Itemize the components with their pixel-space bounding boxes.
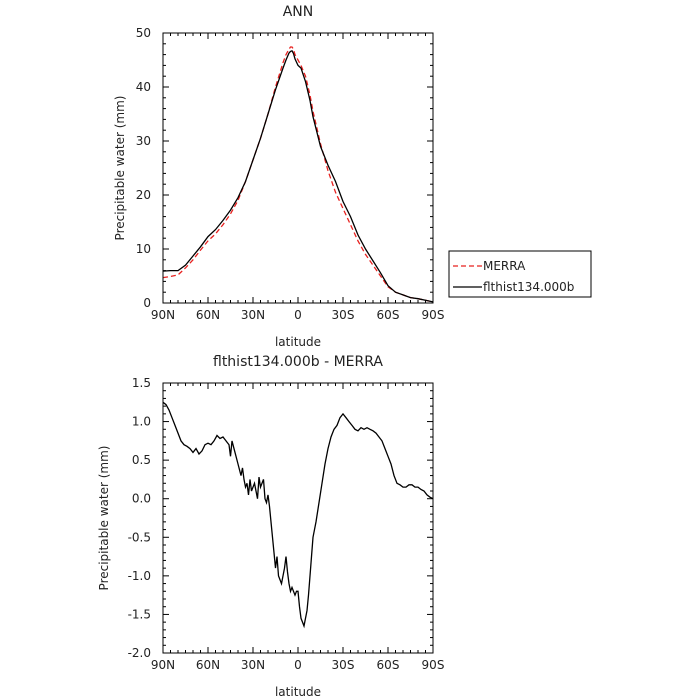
top-panel-xlabel: latitude <box>275 335 321 349</box>
bottom-panel-ylabel: Precipitable water (mm) <box>97 446 111 591</box>
series-line-0-1 <box>162 49 434 303</box>
y-tick-label: 1.5 <box>132 376 151 390</box>
x-tick-label: 90N <box>151 658 175 672</box>
y-tick-label: 50 <box>136 26 151 40</box>
y-tick-label: 0.0 <box>132 492 151 506</box>
legend-label-merra: MERRA <box>483 259 526 273</box>
x-tick-label: 60S <box>377 308 400 322</box>
series-line-0-0 <box>162 46 434 303</box>
x-tick-label: 60N <box>196 658 220 672</box>
y-tick-label: 0.5 <box>132 453 151 467</box>
x-tick-label: 90S <box>422 658 445 672</box>
x-tick-label: 60S <box>377 658 400 672</box>
x-tick-label: 30S <box>332 308 355 322</box>
y-tick-label: 1.0 <box>132 415 151 429</box>
y-tick-label: -1.5 <box>128 607 151 621</box>
bottom-panel-title: flthist134.000b - MERRA <box>213 354 383 370</box>
plot-frame-0 <box>162 32 434 304</box>
top-panel-ylabel: Precipitable water (mm) <box>113 96 127 241</box>
series-line-1-0 <box>162 401 434 629</box>
bottom-panel-xlabel: latitude <box>275 685 321 699</box>
y-tick-label: 0 <box>143 296 151 310</box>
bottom-panel: flthist134.000b - MERRA latitude Precipi… <box>97 354 444 699</box>
legend-label-model: flthist134.000b <box>483 280 574 294</box>
top-panel: ANN latitude Precipitable water (mm) 90N… <box>113 4 444 349</box>
legend: MERRA flthist134.000b <box>448 250 592 298</box>
x-tick-label: 30N <box>241 658 265 672</box>
x-tick-label: 0 <box>294 308 302 322</box>
legend-box <box>448 250 592 298</box>
y-tick-label: 10 <box>136 242 151 256</box>
x-tick-label: 90N <box>151 308 175 322</box>
y-tick-label: 30 <box>136 134 151 148</box>
y-tick-label: 20 <box>136 188 151 202</box>
y-tick-label: -2.0 <box>128 646 151 660</box>
top-panel-title: ANN <box>283 4 314 20</box>
x-tick-label: 30N <box>241 308 265 322</box>
y-tick-label: -1.0 <box>128 569 151 583</box>
x-tick-label: 60N <box>196 308 220 322</box>
y-tick-label: -0.5 <box>128 530 151 544</box>
x-tick-label: 30S <box>332 658 355 672</box>
y-tick-label: 40 <box>136 80 151 94</box>
plot-frame-1 <box>162 382 434 654</box>
x-tick-label: 90S <box>422 308 445 322</box>
x-tick-label: 0 <box>294 658 302 672</box>
